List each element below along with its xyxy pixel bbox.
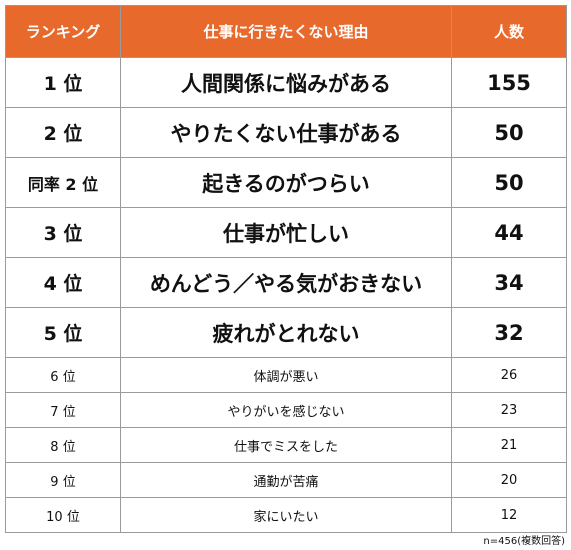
count-cell: 44 bbox=[451, 207, 567, 258]
table-row: 1 位 人間関係に悩みがある 155 bbox=[5, 57, 567, 108]
reason-cell: めんどう／やる気がおきない bbox=[120, 257, 452, 308]
count-cell: 32 bbox=[451, 307, 567, 358]
table-row: 6 位 体調が悪い 26 bbox=[5, 357, 567, 393]
reason-cell: やりたくない仕事がある bbox=[120, 107, 452, 158]
header-rank: ランキング bbox=[5, 5, 121, 58]
count-cell: 26 bbox=[451, 357, 567, 393]
count-cell: 50 bbox=[451, 107, 567, 158]
count-cell: 20 bbox=[451, 462, 567, 498]
header-count: 人数 bbox=[451, 5, 567, 58]
count-cell: 21 bbox=[451, 427, 567, 463]
table-row: 3 位 仕事が忙しい 44 bbox=[5, 207, 567, 258]
table-row: 10 位 家にいたい 12 bbox=[5, 497, 567, 533]
reason-cell: 体調が悪い bbox=[120, 357, 452, 393]
rank-cell: 6 位 bbox=[5, 357, 121, 393]
rank-cell: 1 位 bbox=[5, 57, 121, 108]
table-row: 同率 2 位 起きるのがつらい 50 bbox=[5, 157, 567, 208]
ranking-table: ランキング 仕事に行きたくない理由 人数 1 位 人間関係に悩みがある 155 … bbox=[5, 5, 567, 533]
reason-cell: 人間関係に悩みがある bbox=[120, 57, 452, 108]
table-row: 8 位 仕事でミスをした 21 bbox=[5, 427, 567, 463]
reason-cell: 仕事でミスをした bbox=[120, 427, 452, 463]
reason-cell: 仕事が忙しい bbox=[120, 207, 452, 258]
table-row: 5 位 疲れがとれない 32 bbox=[5, 307, 567, 358]
table-row: 2 位 やりたくない仕事がある 50 bbox=[5, 107, 567, 158]
reason-cell: 起きるのがつらい bbox=[120, 157, 452, 208]
rank-cell: 5 位 bbox=[5, 307, 121, 358]
rank-cell: 同率 2 位 bbox=[5, 157, 121, 208]
rank-cell: 3 位 bbox=[5, 207, 121, 258]
rank-cell: 4 位 bbox=[5, 257, 121, 308]
sample-size-note: n=456(複数回答) bbox=[483, 536, 565, 547]
table-row: 9 位 通勤が苦痛 20 bbox=[5, 462, 567, 498]
header-reason: 仕事に行きたくない理由 bbox=[120, 5, 452, 58]
count-cell: 155 bbox=[451, 57, 567, 108]
rank-cell: 7 位 bbox=[5, 392, 121, 428]
count-cell: 12 bbox=[451, 497, 567, 533]
reason-cell: 通勤が苦痛 bbox=[120, 462, 452, 498]
rank-cell: 8 位 bbox=[5, 427, 121, 463]
rank-cell: 10 位 bbox=[5, 497, 121, 533]
count-cell: 34 bbox=[451, 257, 567, 308]
rank-cell: 2 位 bbox=[5, 107, 121, 158]
reason-cell: 家にいたい bbox=[120, 497, 452, 533]
reason-cell: 疲れがとれない bbox=[120, 307, 452, 358]
rank-cell: 9 位 bbox=[5, 462, 121, 498]
table-header-row: ランキング 仕事に行きたくない理由 人数 bbox=[5, 5, 567, 58]
table-row: 7 位 やりがいを感じない 23 bbox=[5, 392, 567, 428]
reason-cell: やりがいを感じない bbox=[120, 392, 452, 428]
count-cell: 50 bbox=[451, 157, 567, 208]
table-row: 4 位 めんどう／やる気がおきない 34 bbox=[5, 257, 567, 308]
count-cell: 23 bbox=[451, 392, 567, 428]
